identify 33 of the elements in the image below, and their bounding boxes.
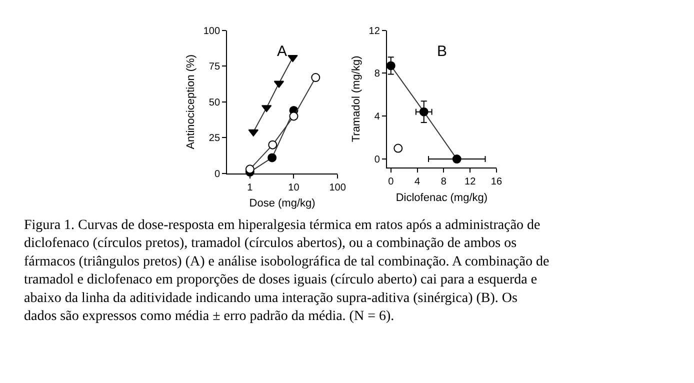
point bbox=[419, 107, 428, 116]
point bbox=[394, 144, 403, 153]
y-tick-label: 12 bbox=[368, 26, 380, 37]
point bbox=[245, 164, 254, 174]
y-tick-label: 25 bbox=[208, 133, 220, 144]
point bbox=[289, 112, 298, 121]
text: A bbox=[277, 43, 288, 60]
point bbox=[311, 73, 320, 82]
y-tick-label: 4 bbox=[374, 112, 380, 123]
text: Figura 1. Curvas de dose-resposta em hiperalgesia térmica em ratos após a administração de diclofenaco (círculos pretos), tramadol (círculos abertos), ou a combinação de ambos os fármacos (triângulos pretos) (A) e análise isobolográfica de tal combinação. A combinação de tramadol e diclofenaco em proporções de doses iguais (círculo aberto) cai para a esquerda e abaixo da linha da aditividade indicando uma interação supra-aditiva (sinérgica) (B). Os dados são expressos como média ± erro padrão da média. (N = 6). bbox=[24, 218, 550, 324]
x-tick-label: 12 bbox=[464, 176, 476, 188]
point bbox=[268, 140, 278, 150]
x-tick-label: 16 bbox=[490, 176, 502, 188]
x-tick-label: 1 bbox=[247, 182, 254, 194]
x-axis-title: Diclofenac (mg/kg) bbox=[396, 192, 488, 204]
x-axis-title: Dose (mg/kg) bbox=[249, 198, 316, 210]
y-tick-label: 8 bbox=[374, 68, 380, 80]
x-tick-label: 0 bbox=[388, 176, 394, 188]
y-axis-title: Antinociception (%) bbox=[184, 54, 197, 150]
x-tick-label: 100 bbox=[329, 182, 346, 194]
y-tick-label: 75 bbox=[208, 62, 220, 73]
x-tick-label: 10 bbox=[288, 182, 300, 194]
point bbox=[452, 154, 462, 164]
y-tick-label: 50 bbox=[208, 97, 220, 108]
x-tick-label: 4 bbox=[414, 176, 420, 188]
y-axis-title: Tramadol (mg/kg) bbox=[350, 56, 362, 142]
point bbox=[386, 61, 396, 70]
point bbox=[268, 153, 277, 162]
text: B bbox=[437, 43, 448, 60]
x-tick-label: 8 bbox=[440, 176, 447, 188]
y-tick-label: 0 bbox=[374, 154, 380, 166]
y-tick-label: 0 bbox=[214, 168, 220, 180]
y-tick-label: 100 bbox=[203, 26, 220, 37]
